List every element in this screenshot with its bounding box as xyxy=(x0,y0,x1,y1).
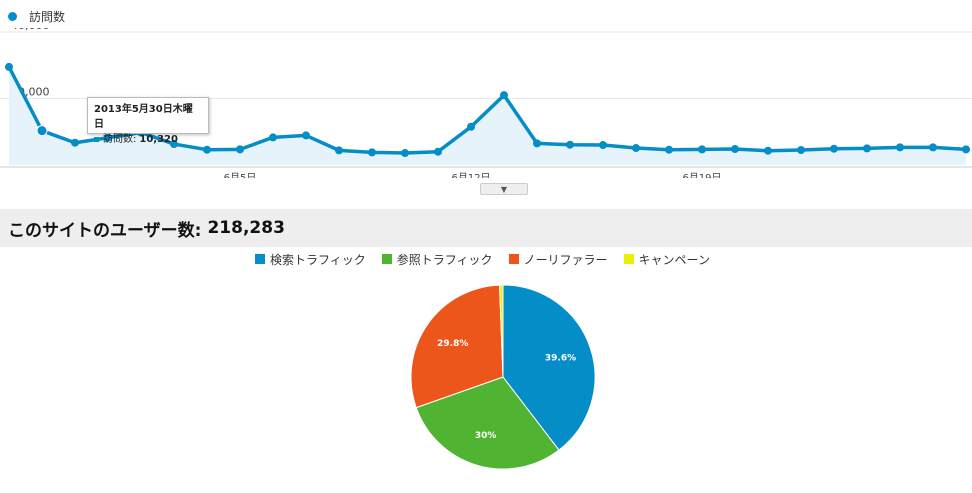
data-point xyxy=(863,144,871,153)
series-area xyxy=(9,66,966,165)
series-dot-icon xyxy=(8,11,17,21)
pie-legend-item[interactable]: 検索トラフィック xyxy=(255,251,366,268)
data-point xyxy=(533,139,541,148)
data-point xyxy=(236,145,244,154)
users-summary: このサイトのユーザー数: 218,283 xyxy=(0,209,972,247)
legend-swatch-icon xyxy=(623,254,634,264)
data-point xyxy=(896,143,904,152)
visits-line-chart: 40,00020,0006月5日6月12日6月19日 xyxy=(0,28,972,178)
legend-swatch-icon xyxy=(255,254,265,264)
pie-legend-label: ノーリファラー xyxy=(523,252,608,267)
data-point xyxy=(698,145,706,154)
pie-legend-item[interactable]: 参照トラフィック xyxy=(381,251,493,268)
pie-legend-label: キャンペーン xyxy=(638,252,710,267)
chevron-down-icon: ▼ xyxy=(500,184,508,194)
pie-slice xyxy=(502,284,596,451)
series-line xyxy=(7,66,967,155)
data-point xyxy=(104,133,112,142)
data-point xyxy=(665,145,673,154)
data-point xyxy=(962,145,970,154)
x-tick-label: 6月5日 xyxy=(224,172,257,178)
data-point xyxy=(335,146,343,155)
pie-slice xyxy=(499,284,504,378)
tooltip-label: 訪問数: xyxy=(103,134,137,145)
data-point xyxy=(764,146,772,155)
chart-expand-handle[interactable]: ▼ xyxy=(480,183,528,195)
legend-swatch-icon xyxy=(508,254,519,264)
data-point xyxy=(797,146,805,155)
data-point xyxy=(36,125,48,137)
data-point xyxy=(599,141,607,150)
data-point xyxy=(500,91,508,100)
data-point xyxy=(467,122,475,131)
pie-legend-label: 参照トラフィック xyxy=(396,252,493,267)
data-point xyxy=(5,62,13,71)
data-point xyxy=(401,149,409,158)
data-point xyxy=(269,133,277,142)
pie-slice-label: 29.8% xyxy=(437,339,468,349)
data-point xyxy=(434,147,442,156)
x-tick-label: 6月12日 xyxy=(451,172,490,178)
data-point xyxy=(566,140,574,149)
users-value: 218,283 xyxy=(207,218,285,238)
pie-legend-item[interactable]: ノーリファラー xyxy=(508,251,608,268)
chart-tooltip: 2013年5月30日木曜日 訪問数: 10,320 xyxy=(87,97,209,145)
y-tick-label: 40,000 xyxy=(11,28,50,32)
data-point xyxy=(731,145,739,154)
tooltip-date: 2013年5月30日木曜日 xyxy=(94,104,193,130)
pie-slice xyxy=(415,376,560,470)
data-point xyxy=(170,140,178,149)
users-label: このサイトのユーザー数: xyxy=(8,220,202,241)
pie-slice-label: 30% xyxy=(475,431,497,441)
traffic-pie-chart: 39.6% 30% 29.8% xyxy=(410,284,596,470)
data-point xyxy=(929,143,937,152)
pie-legend: 検索トラフィック 参照トラフィック ノーリファラー キャンペーン xyxy=(255,251,726,267)
legend-swatch-icon xyxy=(381,254,392,264)
data-point xyxy=(71,138,79,147)
data-point xyxy=(203,145,211,154)
pie-slice-label: 39.6% xyxy=(545,354,576,364)
pie-slice xyxy=(410,284,504,409)
series-legend-label: 訪問数 xyxy=(29,9,66,24)
data-point xyxy=(632,144,640,153)
x-tick-label: 6月19日 xyxy=(682,172,721,178)
data-point xyxy=(830,144,838,153)
pie-legend-item[interactable]: キャンペーン xyxy=(623,251,710,268)
pie-legend-label: 検索トラフィック xyxy=(270,252,366,267)
tooltip-value: 10,320 xyxy=(139,134,178,145)
data-point xyxy=(368,148,376,157)
tooltip-series-icon xyxy=(94,137,99,142)
series-legend[interactable]: 訪問数 xyxy=(8,6,65,26)
data-point xyxy=(302,131,310,140)
